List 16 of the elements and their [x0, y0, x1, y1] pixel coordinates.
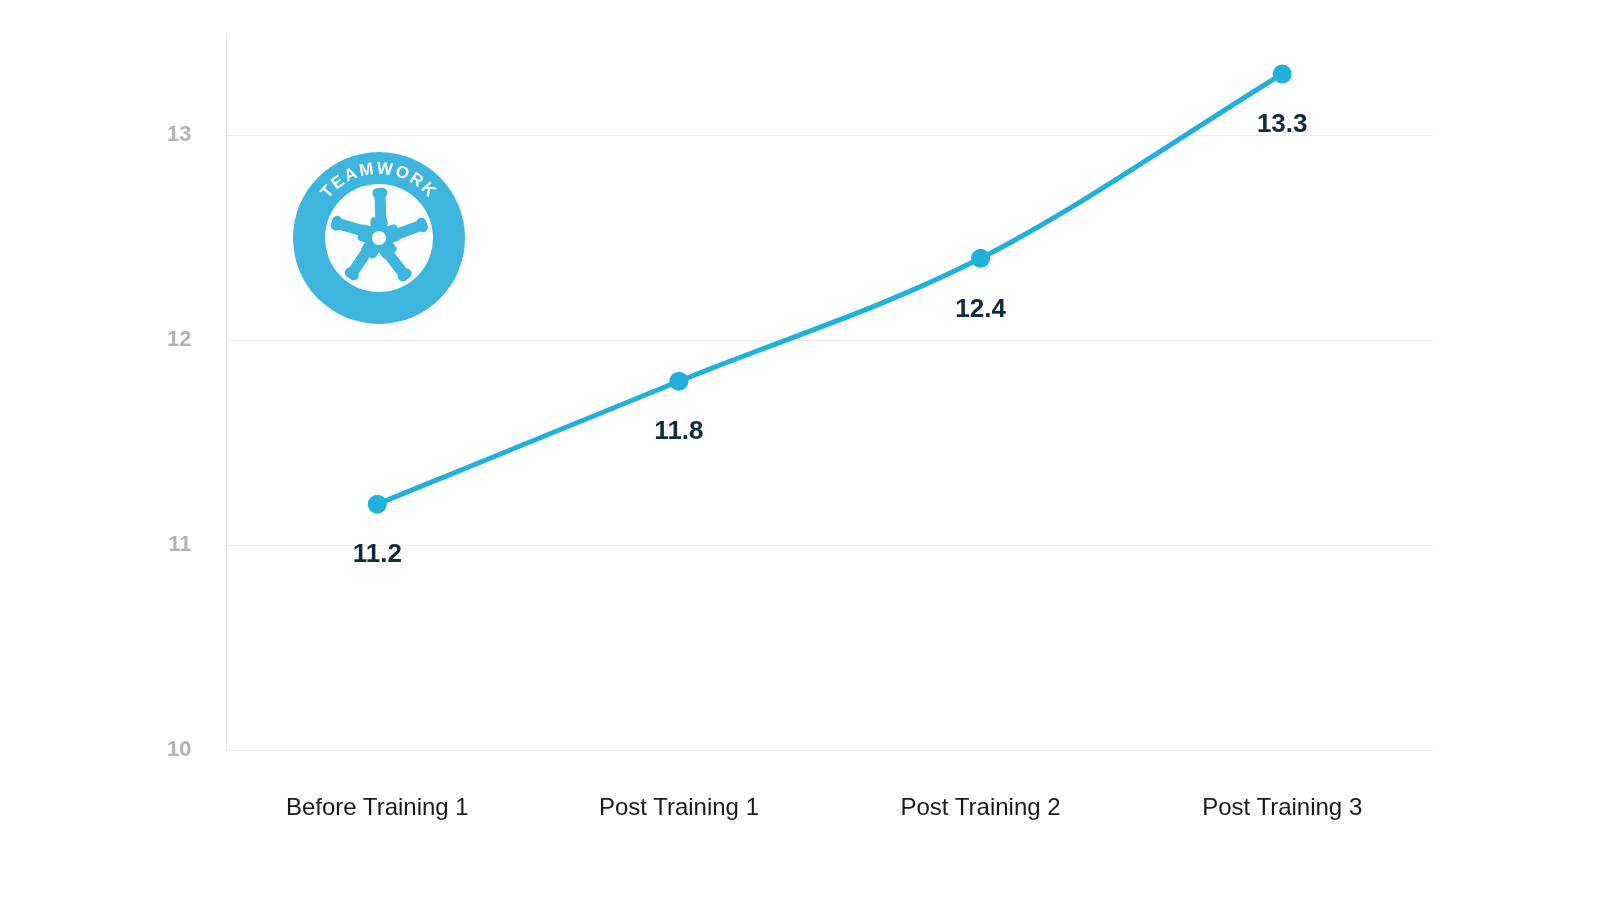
data-label: 11.2	[352, 538, 402, 569]
point	[367, 494, 387, 514]
point	[669, 371, 689, 391]
point	[971, 248, 991, 268]
x-tick-label: Post Training 3	[1202, 793, 1363, 821]
y-tick-label: 13	[167, 121, 192, 147]
x-tick-label: Post Training 1	[598, 793, 759, 821]
point	[1272, 64, 1292, 84]
y-tick-label: 12	[167, 326, 192, 352]
data-label: 13.3	[1256, 108, 1308, 139]
x-tick-label: Post Training 2	[900, 793, 1061, 821]
data-label: 11.8	[654, 415, 704, 446]
y-tick-label: 11	[168, 531, 192, 557]
data-label: 12.4	[955, 292, 1007, 323]
y-tick-label: 10	[167, 736, 192, 762]
x-tick-label: Before Training 1	[285, 793, 469, 821]
